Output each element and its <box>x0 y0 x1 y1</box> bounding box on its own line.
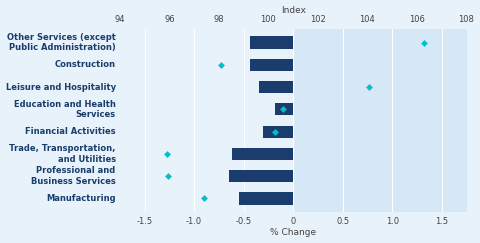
X-axis label: Index: Index <box>281 6 306 15</box>
Bar <box>229 170 293 182</box>
Bar <box>276 103 293 115</box>
Bar <box>250 36 293 49</box>
Bar <box>259 81 293 93</box>
Bar <box>232 148 293 160</box>
Bar <box>250 59 293 71</box>
Bar <box>264 126 293 138</box>
Bar <box>239 192 293 205</box>
X-axis label: % Change: % Change <box>270 228 316 237</box>
Bar <box>293 29 467 212</box>
